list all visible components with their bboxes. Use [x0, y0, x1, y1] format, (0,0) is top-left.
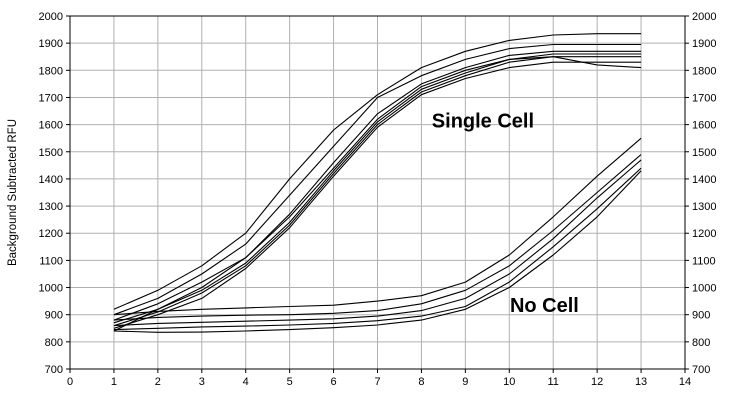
y-tick-label-right: 1100: [692, 255, 716, 267]
y-tick-label-left: 1700: [39, 92, 63, 104]
x-tick-label: 6: [331, 376, 337, 388]
x-tick-label: 2: [155, 376, 161, 388]
y-tick-label-left: 800: [45, 337, 63, 349]
x-tick-label: 10: [503, 376, 515, 388]
no-cell-curve: [113, 154, 642, 321]
single-cell-curve: [113, 43, 642, 316]
no-cell-curve: [113, 167, 642, 331]
y-tick-label-right: 700: [692, 364, 710, 376]
annotation-label: Single Cell: [432, 110, 534, 132]
x-tick-label: 8: [418, 376, 424, 388]
x-tick-label: 3: [199, 376, 205, 388]
y-tick-label-left: 1100: [39, 255, 63, 267]
y-tick-label-right: 1300: [692, 201, 716, 213]
single-cell-curve: [113, 50, 642, 321]
axis-ticks: [66, 15, 689, 373]
annotation-label: No Cell: [510, 295, 579, 317]
y-tick-label-left: 900: [45, 310, 63, 322]
gridlines: [69, 15, 686, 370]
x-tick-label: 13: [635, 376, 647, 388]
y-tick-label-left: 1500: [39, 147, 63, 159]
y-tick-label-left: 1600: [39, 120, 63, 132]
single-cell-curve: [113, 33, 642, 310]
x-tick-label: 7: [374, 376, 380, 388]
y-tick-label-right: 1000: [692, 283, 716, 295]
y-tick-label-left: 1900: [39, 38, 63, 50]
x-tick-label: 5: [287, 376, 293, 388]
y-tick-label-left: 1000: [39, 283, 63, 295]
y-tick-label-right: 1500: [692, 147, 716, 159]
x-tick-label: 14: [679, 376, 691, 388]
y-tick-label-left: 1400: [39, 174, 63, 186]
x-tick-label: 4: [243, 376, 249, 388]
x-tick-label: 12: [591, 376, 603, 388]
x-tick-label: 11: [548, 376, 559, 388]
y-tick-label-right: 1400: [692, 174, 716, 186]
single-cell-curve: [113, 61, 642, 329]
y-tick-label-right: 900: [692, 310, 710, 322]
no-cell-curve: [113, 170, 642, 333]
y-tick-label-right: 1800: [692, 65, 716, 77]
y-tick-label-left: 700: [45, 364, 63, 376]
y-tick-label-right: 800: [692, 337, 710, 349]
y-tick-label-right: 1700: [692, 92, 716, 104]
y-tick-label-right: 1600: [692, 120, 716, 132]
single-cell-curve: [113, 56, 642, 332]
y-tick-label-right: 1200: [692, 228, 716, 240]
x-tick-label: 0: [67, 376, 73, 388]
x-tick-label: 1: [111, 376, 117, 388]
y-tick-label-right: 1900: [692, 38, 716, 50]
single-cell-curve: [113, 53, 642, 324]
y-tick-label-left: 2000: [39, 11, 63, 23]
x-tick-label: 9: [462, 376, 468, 388]
y-axis-label: Background Subtracted RFU: [7, 119, 19, 266]
y-tick-label-left: 1300: [39, 201, 63, 213]
y-tick-label-left: 1800: [39, 65, 63, 77]
no-cell-curve: [113, 137, 642, 316]
series-layer: [113, 33, 642, 333]
y-tick-label-left: 1200: [39, 228, 63, 240]
no-cell-curve: [113, 159, 642, 327]
y-tick-label-right: 2000: [692, 11, 716, 23]
annotations: Single Cell No Cell: [432, 110, 579, 317]
